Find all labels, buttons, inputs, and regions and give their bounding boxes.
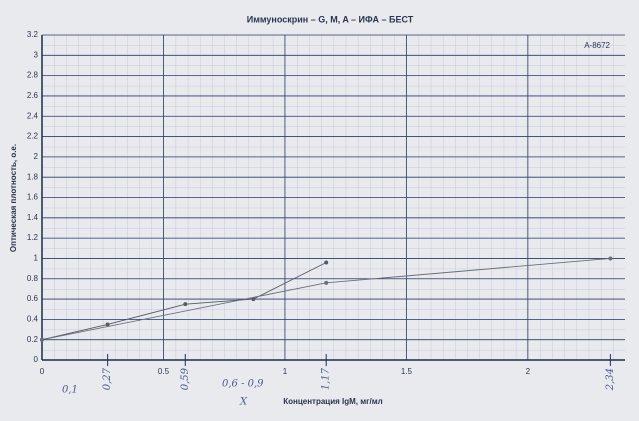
handwritten-note: 0,1 [62,385,78,396]
y-tick-label: 3.2 [27,30,39,39]
x-tick-label: 2 [526,367,531,376]
x-tick-label: 0 [40,367,45,376]
y-tick-label: 0 [34,355,39,364]
y-tick-label: 3 [34,50,39,59]
data-point [324,261,328,265]
y-tick-label: 2.4 [27,111,39,120]
handwritten-tick-label: 2,34 [605,368,616,391]
chart: Иммуноскрин – G, M, A – ИФА – БЕСТ А-867… [0,0,639,421]
data-point [40,338,44,342]
y-tick-label: 0.4 [27,314,39,323]
data-point [324,281,328,285]
y-tick-label: 2.6 [27,91,39,100]
handwritten-tick-label: 0,59 [180,367,191,390]
y-axis-label: Оптическая плотность, о.е. [9,144,18,252]
corner-note: А-8672 [584,41,610,50]
data-point [608,256,612,260]
y-tick-label: 2.2 [27,132,39,141]
y-tick-label: 2 [34,152,39,161]
chart-title: Иммуноскрин – G, M, A – ИФА – БЕСТ [247,14,414,24]
x-tick-label: 1.5 [401,367,413,376]
y-tick-label: 1.4 [27,213,39,222]
y-tick-label: 2.8 [27,71,39,80]
y-tick-label: 0.6 [27,294,39,303]
y-tick-label: 0.8 [27,274,39,283]
x-axis-label: Концентрация IgM, мг/мл [283,397,382,406]
handwritten-note: X [239,397,248,408]
y-tick-label: 1.8 [27,172,39,181]
x-tick-label: 1 [283,367,288,376]
handwritten-tick-label: 1,17 [321,367,332,390]
x-tick-label: 0.5 [158,367,170,376]
handwritten-note: 0,6 - 0,9 [222,379,264,390]
y-tick-label: 1.2 [27,233,39,242]
y-tick-label: 0.2 [27,335,39,344]
y-tick-label: 1.6 [27,193,39,202]
y-tick-label: 1 [34,254,39,263]
handwritten-tick-label: 0,27 [102,367,113,390]
data-point [183,302,187,306]
